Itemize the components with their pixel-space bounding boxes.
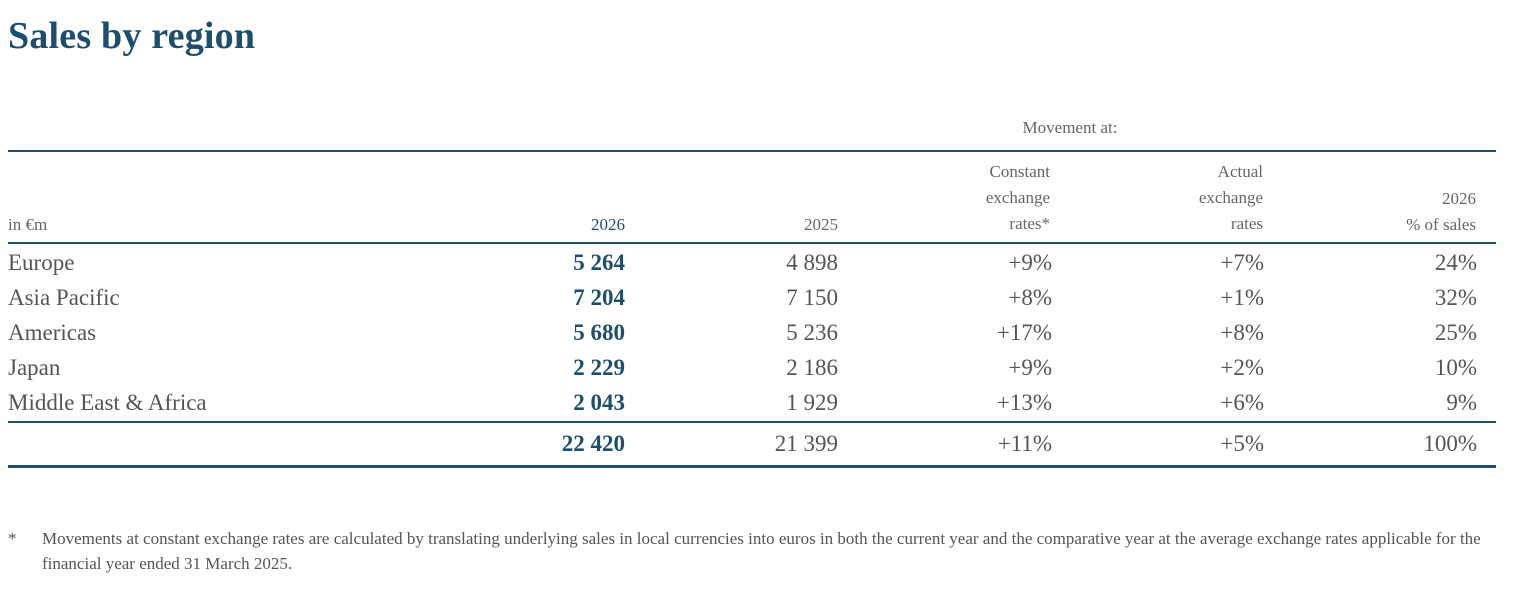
movement-actual: +8% — [1220, 320, 1264, 345]
value-2025: 5 236 — [786, 320, 838, 345]
movement-header: Movement at: — [1022, 118, 1118, 137]
column-header-line: Actual — [1217, 162, 1263, 181]
column-header-line: rates* — [1009, 214, 1050, 233]
table-row: Americas 5 680 5 236 +17% +8% 25% — [0, 316, 1521, 350]
region-name: Asia Pacific — [8, 285, 120, 310]
movement-constant: +8% — [1008, 285, 1052, 310]
table-bottom-rule — [8, 465, 1496, 468]
region-name: Japan — [8, 355, 61, 380]
movement-actual: +2% — [1220, 355, 1264, 380]
table-row: Europe 5 264 4 898 +9% +7% 24% — [0, 246, 1521, 280]
movement-actual: +6% — [1220, 390, 1264, 415]
value-2025: 2 186 — [786, 355, 838, 380]
footnote-text: Movements at constant exchange rates are… — [42, 529, 1481, 573]
column-header-2026: 2026 — [591, 215, 625, 234]
value-2026: 7 204 — [573, 285, 625, 310]
header-bottom-rule — [8, 242, 1496, 244]
total-2025: 21 399 — [774, 431, 838, 456]
value-2026: 2 043 — [573, 390, 625, 415]
column-header-line: 2026 — [1442, 189, 1476, 208]
value-2026: 2 229 — [573, 355, 625, 380]
column-header-constant-rates: Constant exchange rates* — [900, 159, 1050, 237]
pct-of-sales: 32% — [1434, 285, 1477, 310]
table-row: Japan 2 229 2 186 +9% +2% 10% — [0, 351, 1521, 385]
value-2025: 1 929 — [786, 390, 838, 415]
region-name: Middle East & Africa — [8, 390, 207, 415]
value-2025: 7 150 — [786, 285, 838, 310]
movement-constant: +13% — [996, 390, 1052, 415]
footnote-mark: * — [8, 529, 17, 548]
total-top-rule — [8, 421, 1496, 423]
total-2026: 22 420 — [561, 431, 625, 456]
movement-actual: +7% — [1220, 250, 1264, 275]
pct-of-sales: 24% — [1434, 250, 1477, 275]
column-header-line: Constant — [989, 162, 1050, 181]
movement-actual: +1% — [1220, 285, 1264, 310]
units-header: in €m — [8, 215, 48, 234]
value-2026: 5 264 — [573, 250, 625, 275]
column-header-pct-of-sales: 2026 % of sales — [1330, 186, 1476, 238]
region-name: Americas — [8, 320, 97, 345]
total-row: 22 420 21 399 +11% +5% 100% — [0, 427, 1521, 461]
column-header-actual-rates: Actual exchange rates — [1110, 159, 1263, 237]
table-row: Middle East & Africa 2 043 1 929 +13% +6… — [0, 386, 1521, 420]
footnote: * Movements at constant exchange rates a… — [8, 526, 1498, 576]
movement-constant: +9% — [1008, 355, 1052, 380]
pct-of-sales: 9% — [1446, 390, 1477, 415]
pct-of-sales: 10% — [1434, 355, 1477, 380]
total-movement-constant: +11% — [997, 431, 1052, 456]
page-title: Sales by region — [8, 15, 256, 57]
column-header-line: rates — [1230, 214, 1263, 233]
total-movement-actual: +5% — [1220, 431, 1264, 456]
table-top-rule — [8, 150, 1496, 152]
column-header-2025: 2025 — [804, 215, 838, 234]
movement-constant: +9% — [1008, 250, 1052, 275]
value-2025: 4 898 — [786, 250, 838, 275]
total-pct-of-sales: 100% — [1423, 431, 1477, 456]
table-row: Asia Pacific 7 204 7 150 +8% +1% 32% — [0, 281, 1521, 315]
region-name: Europe — [8, 250, 75, 275]
column-header-line: % of sales — [1406, 215, 1476, 234]
column-header-line: exchange — [985, 188, 1050, 207]
movement-constant: +17% — [996, 320, 1052, 345]
pct-of-sales: 25% — [1434, 320, 1477, 345]
value-2026: 5 680 — [573, 320, 625, 345]
column-header-line: exchange — [1198, 188, 1263, 207]
